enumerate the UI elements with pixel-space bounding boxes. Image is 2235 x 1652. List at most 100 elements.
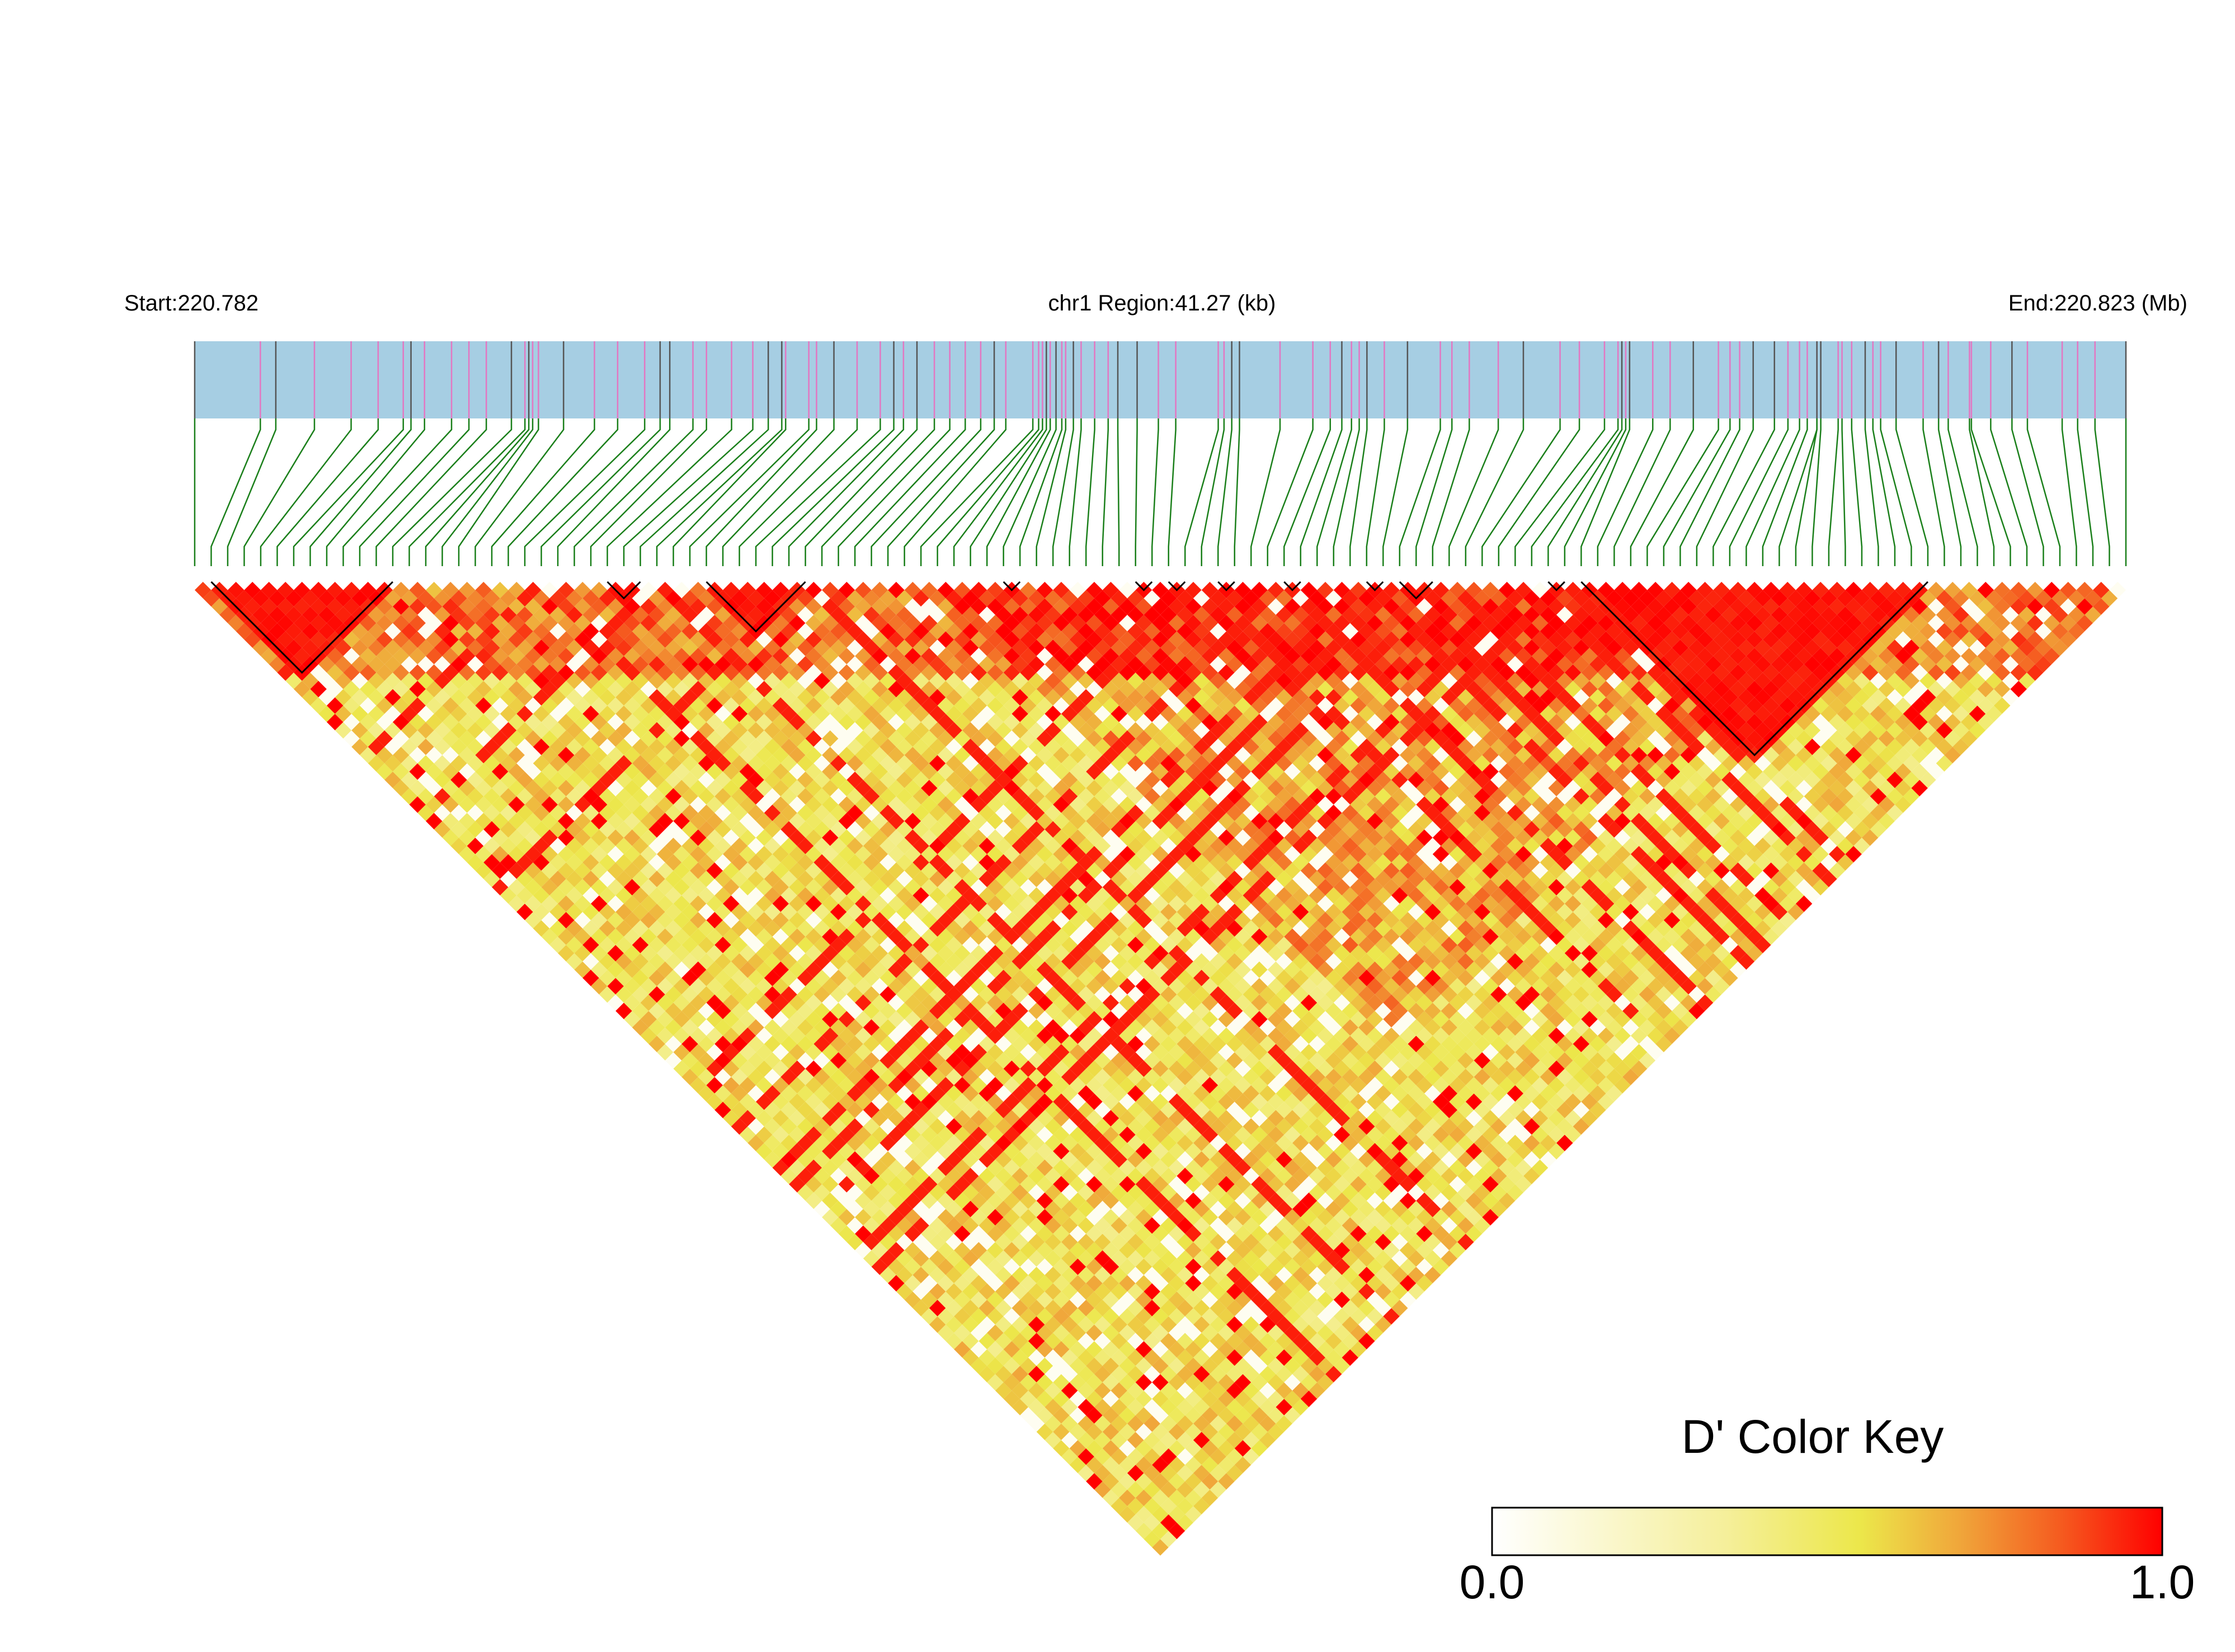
- ld-cell: [954, 994, 971, 1011]
- ld-cell: [1292, 1316, 1309, 1333]
- ld-cell: [1102, 1473, 1119, 1490]
- ld-cell: [673, 615, 690, 632]
- snp-connector: [1811, 418, 1822, 566]
- ld-cell: [673, 631, 690, 648]
- ld-cell: [549, 656, 566, 673]
- ld-cell: [1119, 1390, 1136, 1408]
- ld-cell: [1284, 1209, 1301, 1226]
- ld-cell: [1160, 1118, 1177, 1135]
- ld-cell: [549, 722, 566, 739]
- ld-cell: [855, 747, 872, 764]
- ld-cell: [525, 780, 542, 797]
- ld-cell: [1003, 648, 1020, 665]
- ld-cell: [789, 846, 806, 863]
- ld-cell: [1086, 928, 1103, 945]
- ld-cell: [772, 714, 789, 731]
- ld-cell: [723, 912, 740, 929]
- ld-cell: [838, 961, 855, 978]
- ld-cell: [335, 689, 352, 706]
- snp-connector: [1762, 418, 1808, 566]
- ld-cell: [533, 771, 550, 788]
- ld-cell: [1119, 1489, 1136, 1507]
- ld-cell: [739, 1044, 756, 1061]
- ld-cell: [533, 755, 550, 772]
- ld-cell: [954, 598, 971, 615]
- ld-cell: [772, 582, 789, 599]
- ld-cell: [1086, 945, 1103, 962]
- ld-cell: [954, 1011, 971, 1028]
- ld-cell: [871, 1093, 888, 1110]
- ld-cell: [426, 796, 443, 813]
- ld-cell: [459, 631, 476, 648]
- ld-cell: [500, 870, 517, 887]
- ld-cell: [1086, 1473, 1103, 1490]
- ld-cell: [838, 813, 855, 830]
- ld-cell: [1317, 1077, 1334, 1094]
- ld-cell: [1102, 912, 1119, 929]
- ld-cell: [1003, 1060, 1020, 1077]
- ld-cell: [624, 813, 641, 830]
- ld-cell: [954, 747, 971, 764]
- ld-cell: [1086, 1242, 1103, 1259]
- ld-cell: [921, 945, 938, 962]
- ld-cell: [467, 804, 484, 821]
- ld-cell: [1416, 1126, 1433, 1143]
- ld-cell: [1003, 1209, 1020, 1226]
- ld-cell: [962, 1300, 979, 1316]
- ld-cell: [442, 631, 459, 648]
- ld-cell: [789, 763, 806, 780]
- ld-cell: [739, 664, 756, 681]
- ld-cell: [739, 978, 756, 995]
- ld-cell: [508, 697, 525, 714]
- ld-cell: [1185, 1093, 1202, 1110]
- ld-cell: [1144, 903, 1160, 920]
- ld-cell: [393, 763, 410, 780]
- ld-cell: [1053, 1242, 1070, 1259]
- ld-cell: [1086, 829, 1103, 846]
- ld-cell: [285, 672, 302, 689]
- ld-cell: [846, 1168, 863, 1184]
- ld-cell: [624, 631, 641, 648]
- snp-connector: [2011, 418, 2044, 566]
- ld-cell: [789, 1044, 806, 1061]
- ld-cell: [343, 730, 360, 747]
- ld-cell: [574, 714, 591, 731]
- ld-cell: [822, 615, 839, 632]
- ld-cell: [1135, 1341, 1152, 1358]
- ld-cell: [1119, 1473, 1136, 1490]
- ld-cell: [1399, 1275, 1417, 1292]
- ld-cell: [1094, 1201, 1111, 1217]
- ld-cell: [483, 672, 500, 689]
- ld-cell: [549, 903, 566, 920]
- ld-cell: [822, 1126, 839, 1143]
- ld-cell: [1003, 1291, 1020, 1309]
- ld-cell: [549, 837, 566, 854]
- ld-cell: [970, 978, 987, 995]
- ld-cell: [871, 796, 888, 813]
- ld-cell: [1061, 1168, 1078, 1184]
- ld-cell: [1003, 978, 1020, 995]
- ld-cell: [1036, 730, 1053, 747]
- ld-cell: [888, 681, 905, 698]
- ld-cell: [1226, 1118, 1243, 1135]
- ld-cell: [384, 623, 401, 640]
- ld-cell: [855, 1159, 872, 1176]
- ld-cell: [1111, 1234, 1127, 1250]
- ld-cell: [1003, 681, 1020, 698]
- ld-cell: [558, 763, 575, 780]
- ld-cell: [739, 1126, 756, 1143]
- ld-cell: [591, 961, 608, 978]
- ld-cell: [896, 1234, 913, 1250]
- ld-cell: [1086, 994, 1103, 1011]
- ld-cell: [1003, 697, 1020, 714]
- ld-cell: [1077, 1399, 1094, 1415]
- ld-cell: [1457, 1234, 1474, 1250]
- ld-cell: [384, 689, 401, 706]
- ld-cell: [1193, 1300, 1210, 1316]
- ld-cell: [871, 978, 888, 995]
- ld-cell: [1292, 1151, 1309, 1168]
- ld-cell: [483, 689, 500, 706]
- ld-cell: [1135, 1407, 1152, 1424]
- ld-cell: [855, 961, 872, 978]
- ld-cell: [417, 804, 434, 821]
